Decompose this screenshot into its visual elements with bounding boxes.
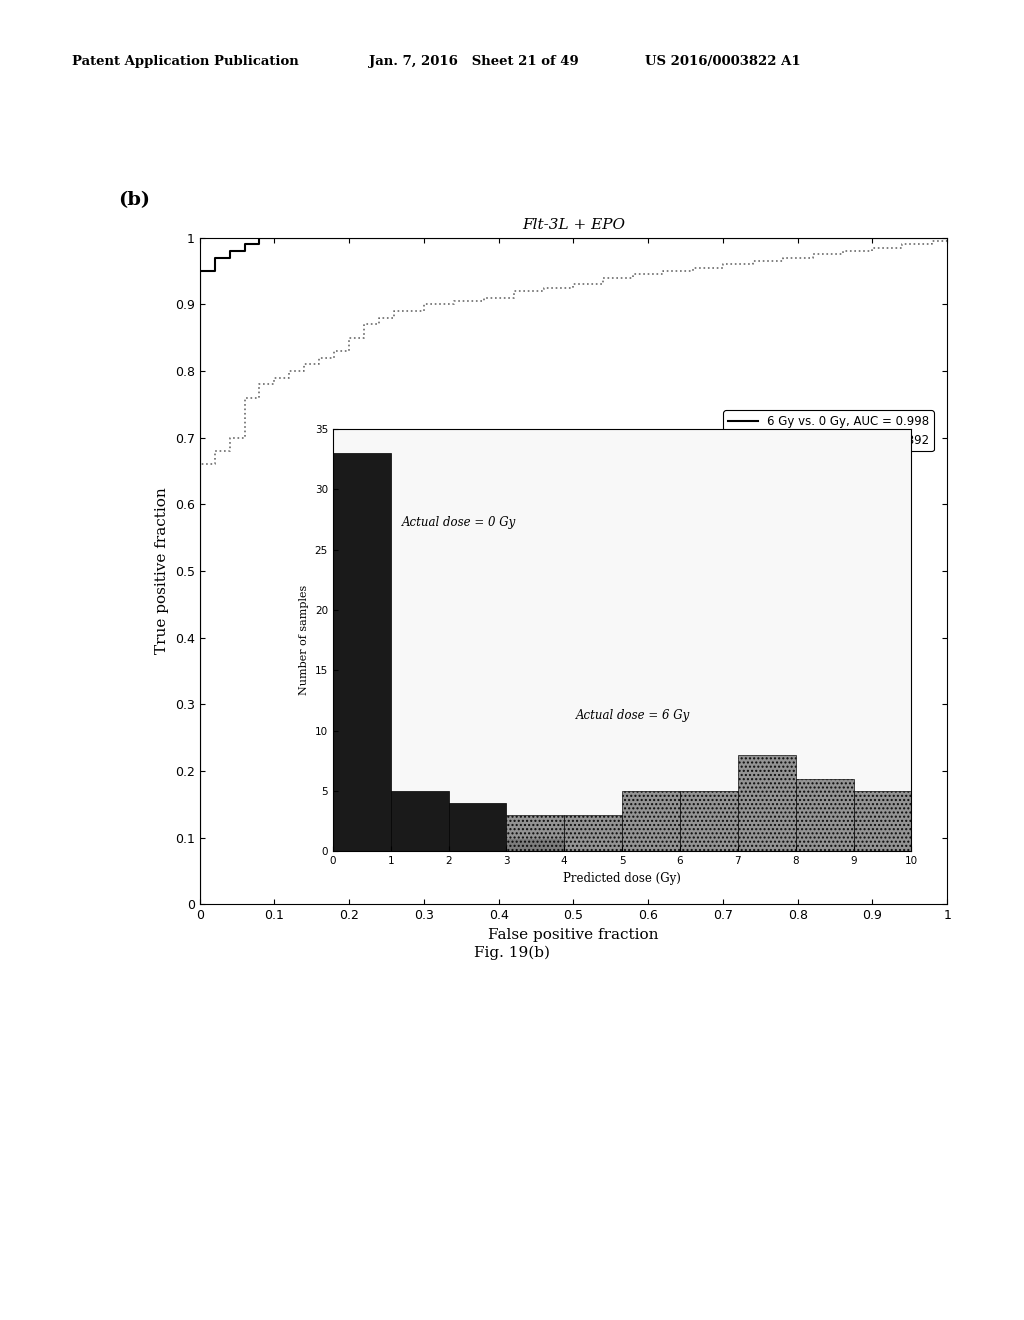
6 Gy vs. 3 Gy, AUC = 0.892 [896,236,908,252]
Text: (b): (b) [118,190,150,209]
Bar [796,779,853,851]
6 Gy vs. 0 Gy, AUC = 0.998 [358,230,371,246]
Text: Actual dose = 0 Gy: Actual dose = 0 Gy [402,516,516,528]
Text: Actual dose = 6 Gy: Actual dose = 6 Gy [575,709,690,722]
6 Gy vs. 0 Gy, AUC = 0.998 [328,230,340,246]
Bar [853,791,911,851]
Line: 6 Gy vs. 3 Gy, AUC = 0.892: 6 Gy vs. 3 Gy, AUC = 0.892 [200,238,947,904]
6 Gy vs. 0 Gy, AUC = 0.998 [209,263,221,279]
X-axis label: False positive fraction: False positive fraction [488,928,658,941]
6 Gy vs. 0 Gy, AUC = 0.998 [388,230,400,246]
6 Gy vs. 0 Gy, AUC = 0.998 [253,230,265,246]
Bar [449,803,506,851]
6 Gy vs. 0 Gy, AUC = 0.998 [194,263,206,279]
Bar [333,453,391,851]
Text: Jan. 7, 2016   Sheet 21 of 49: Jan. 7, 2016 Sheet 21 of 49 [369,55,579,69]
6 Gy vs. 3 Gy, AUC = 0.892 [298,363,310,379]
6 Gy vs. 3 Gy, AUC = 0.892 [941,230,953,246]
6 Gy vs. 0 Gy, AUC = 0.998 [268,230,281,246]
6 Gy vs. 3 Gy, AUC = 0.892 [388,310,400,326]
6 Gy vs. 0 Gy, AUC = 0.998 [358,230,371,246]
Bar [564,816,622,851]
6 Gy vs. 0 Gy, AUC = 0.998 [298,230,310,246]
Text: Patent Application Publication: Patent Application Publication [72,55,298,69]
X-axis label: Predicted dose (Gy): Predicted dose (Gy) [563,871,681,884]
6 Gy vs. 0 Gy, AUC = 0.998 [298,230,310,246]
6 Gy vs. 0 Gy, AUC = 0.998 [223,249,236,265]
6 Gy vs. 0 Gy, AUC = 0.998 [209,249,221,265]
6 Gy vs. 3 Gy, AUC = 0.892 [253,376,265,392]
Legend: 6 Gy vs. 0 Gy, AUC = 0.998, 6 Gy vs. 3 Gy, AUC = 0.892: 6 Gy vs. 0 Gy, AUC = 0.998, 6 Gy vs. 3 G… [723,411,934,451]
6 Gy vs. 0 Gy, AUC = 0.998 [239,243,251,259]
Bar [680,791,737,851]
6 Gy vs. 0 Gy, AUC = 0.998 [388,230,400,246]
6 Gy vs. 0 Gy, AUC = 0.998 [223,243,236,259]
6 Gy vs. 0 Gy, AUC = 0.998 [268,230,281,246]
Text: US 2016/0003822 A1: US 2016/0003822 A1 [645,55,801,69]
6 Gy vs. 3 Gy, AUC = 0.892 [418,296,430,312]
6 Gy vs. 0 Gy, AUC = 0.998 [941,230,953,246]
Y-axis label: True positive fraction: True positive fraction [156,487,169,655]
Bar [506,816,564,851]
Bar [737,755,796,851]
6 Gy vs. 0 Gy, AUC = 0.998 [328,230,340,246]
6 Gy vs. 0 Gy, AUC = 0.998 [253,236,265,252]
Bar [622,791,680,851]
6 Gy vs. 0 Gy, AUC = 0.998 [239,236,251,252]
Y-axis label: Number of samples: Number of samples [299,585,309,696]
6 Gy vs. 3 Gy, AUC = 0.892 [717,256,729,272]
6 Gy vs. 0 Gy, AUC = 0.998 [194,896,206,912]
Title: Flt-3L + EPO: Flt-3L + EPO [522,218,625,232]
Bar [506,840,564,851]
6 Gy vs. 0 Gy, AUC = 0.998 [194,896,206,912]
Line: 6 Gy vs. 0 Gy, AUC = 0.998: 6 Gy vs. 0 Gy, AUC = 0.998 [200,238,947,904]
Bar [391,791,449,851]
6 Gy vs. 3 Gy, AUC = 0.892 [194,896,206,912]
Text: Fig. 19(b): Fig. 19(b) [474,945,550,960]
6 Gy vs. 0 Gy, AUC = 0.998 [941,230,953,246]
